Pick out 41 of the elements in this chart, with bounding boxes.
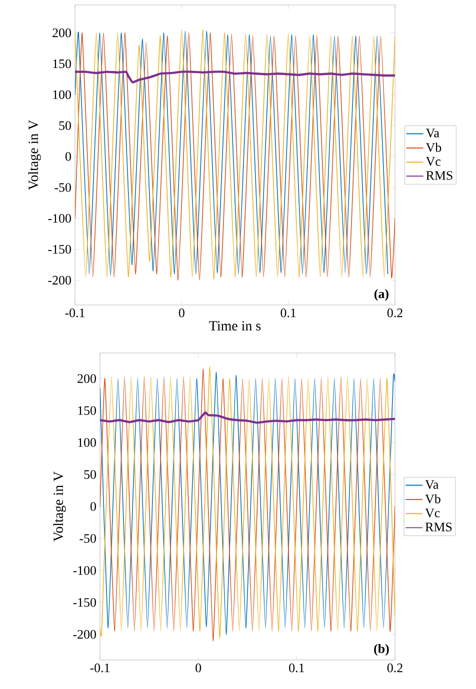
y-axis-title: Voltage in V <box>53 472 66 542</box>
x-axis-title: Time in s <box>209 321 261 331</box>
x-tick-label: -0.1 <box>65 308 84 318</box>
annotation: (a) <box>374 289 388 301</box>
x-tick-label: 0.1 <box>289 664 304 672</box>
line-series <box>75 70 395 84</box>
y-tick-label: -100 <box>48 214 71 223</box>
legend-label: Vb <box>426 142 442 152</box>
y-tick-label: 150 <box>78 406 96 415</box>
x-tick-label: 0 <box>196 664 202 672</box>
x-tick-label: 0 <box>178 308 184 318</box>
legend-label: RMS <box>426 171 452 180</box>
y-tick-label: -100 <box>73 566 96 575</box>
y-tick-label: 150 <box>53 59 71 68</box>
y-tick-label: -150 <box>48 244 71 254</box>
x-tick-label: 0.1 <box>280 308 296 318</box>
y-tick-label: 100 <box>53 90 71 100</box>
x-tick-label: 0.2 <box>387 664 402 672</box>
legend-label: Vc <box>426 157 440 166</box>
y-tick-label: 200 <box>78 374 96 383</box>
y-tick-label: -50 <box>54 183 71 192</box>
y-tick-label: 0 <box>66 152 71 161</box>
y-tick-label: -200 <box>73 630 96 639</box>
legend-label: Vc <box>425 508 440 518</box>
y-tick-label: 100 <box>78 438 96 447</box>
y-tick-label: 50 <box>84 470 96 479</box>
legend-label: Vb <box>425 494 440 504</box>
y-tick-label: 50 <box>59 121 71 130</box>
line-series <box>100 411 395 424</box>
x-tick-label: 0.2 <box>387 308 402 318</box>
y-axis-title: Voltage in V <box>28 120 41 190</box>
y-tick-label: -200 <box>48 276 71 285</box>
y-tick-label: 200 <box>52 28 71 38</box>
y-tick-label: 0 <box>90 502 96 511</box>
legend-label: RMS <box>425 522 452 532</box>
legend-label: Va <box>425 480 439 489</box>
y-tick-label: -150 <box>73 598 96 607</box>
legend-label: Va <box>426 128 440 138</box>
x-tick-label: -0.1 <box>90 664 110 672</box>
y-tick-label: -50 <box>80 534 96 543</box>
annotation: (b) <box>374 644 389 656</box>
